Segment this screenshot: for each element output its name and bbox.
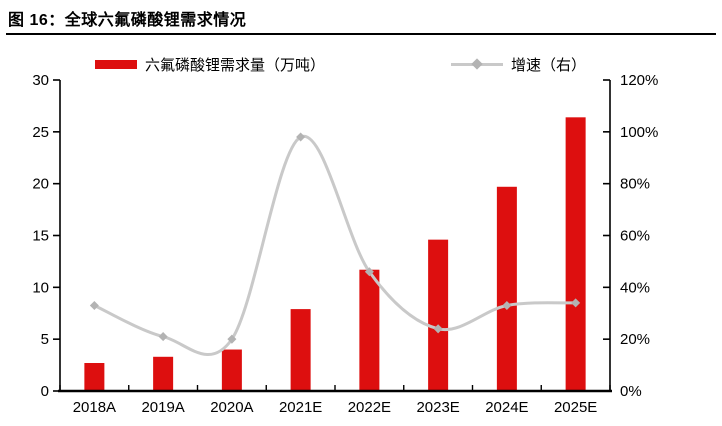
left-axis-label: 20 xyxy=(32,176,49,193)
demand-bar-2023E xyxy=(428,239,449,391)
x-category-label: 2022E xyxy=(348,399,391,416)
title-underline xyxy=(6,33,716,35)
growth-marker-2019A xyxy=(158,332,168,342)
x-category-label: 2021E xyxy=(279,399,322,416)
demand-bar-2021E xyxy=(290,309,311,391)
left-axis-label: 25 xyxy=(32,124,49,141)
bar-series-swatch-icon xyxy=(95,59,137,69)
legend-item-growth: 增速（右） xyxy=(451,55,587,74)
figure-title: 图 16：全球六氟磷酸锂需求情况 xyxy=(8,12,247,29)
line-series-swatch-icon xyxy=(451,55,503,73)
left-axis-label: 0 xyxy=(41,383,49,400)
demand-bar-2019A xyxy=(153,356,174,391)
demand-bar-2018A xyxy=(84,363,105,391)
left-axis-label: 5 xyxy=(41,331,49,348)
legend-item-demand: 六氟磷酸锂需求量（万吨） xyxy=(95,55,326,74)
left-axis-label: 10 xyxy=(32,279,49,296)
demand-bar-2025E xyxy=(565,117,586,391)
x-category-label: 2023E xyxy=(416,399,459,416)
x-category-label: 2019A xyxy=(141,399,184,416)
x-category-label: 2024E xyxy=(485,399,528,416)
demand-bar-2020A xyxy=(221,349,242,391)
x-category-label: 2018A xyxy=(73,399,116,416)
right-axis-label: 80% xyxy=(620,176,650,193)
right-axis-label: 40% xyxy=(620,279,650,296)
growth-line xyxy=(92,134,578,356)
demand-bar-2022E xyxy=(359,269,380,391)
legend-label-growth: 增速（右） xyxy=(511,56,587,74)
legend-label-demand: 六氟磷酸锂需求量（万吨） xyxy=(145,56,326,74)
x-category-label: 2020A xyxy=(210,399,253,416)
right-axis-label: 20% xyxy=(620,331,650,348)
growth-marker-2020A xyxy=(227,334,237,344)
x-category-label: 2025E xyxy=(554,399,597,416)
right-axis-label: 0% xyxy=(620,383,642,400)
demand-bar-2024E xyxy=(496,186,517,391)
right-axis-label: 100% xyxy=(620,124,658,141)
left-axis-label: 15 xyxy=(32,228,49,245)
right-axis-label: 60% xyxy=(620,228,650,245)
left-axis-label: 30 xyxy=(32,72,49,89)
right-axis-label: 120% xyxy=(620,72,658,89)
